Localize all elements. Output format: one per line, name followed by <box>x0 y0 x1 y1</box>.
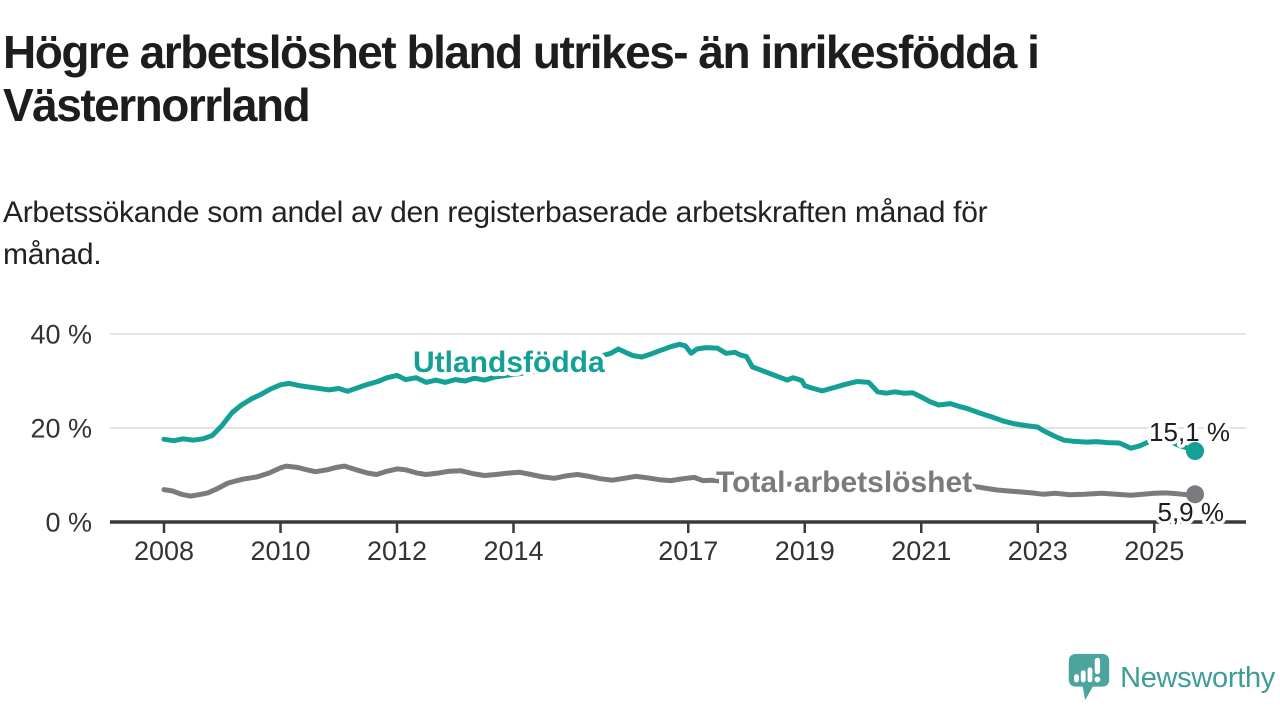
newsworthy-wordmark: Newsworthy <box>1120 661 1275 694</box>
y-tick-label: 40 % <box>30 320 92 350</box>
series-label-total: Total arbetslöshet <box>716 466 972 499</box>
y-tick-label: 20 % <box>30 414 92 444</box>
end-label-total: 5,9 % <box>1158 497 1225 527</box>
x-tick-label: 2025 <box>1124 536 1184 566</box>
chart-subtitle: Arbetssökande som andel av den registerb… <box>3 192 1253 276</box>
chart-title-line-2: Västernorrland <box>3 79 311 131</box>
x-tick-label: 2012 <box>367 536 427 566</box>
chart-title: Högre arbetslöshet bland utrikes- än inr… <box>3 26 1253 132</box>
end-label-utlandsfodda: 15,1 % <box>1149 417 1230 447</box>
series-line <box>161 463 1198 499</box>
chart-title-line-1: Högre arbetslöshet bland utrikes- än inr… <box>3 26 1040 78</box>
y-tick-label: 0 % <box>45 508 92 538</box>
chart-subtitle-line-2: månad. <box>3 238 102 271</box>
x-tick-label: 2010 <box>250 536 310 566</box>
series-line <box>161 341 1198 454</box>
x-tick-label: 2019 <box>775 536 835 566</box>
x-tick-label: 2014 <box>483 536 543 566</box>
chart-subtitle-line-1: Arbetssökande som andel av den registerb… <box>3 196 988 229</box>
x-tick-label: 2021 <box>891 536 951 566</box>
x-tick-label: 2017 <box>658 536 718 566</box>
newsworthy-logo: Newsworthy <box>1066 650 1275 706</box>
x-tick-label: 2023 <box>1008 536 1068 566</box>
series-end-dot <box>1186 485 1205 504</box>
newsworthy-bubble-chart-icon <box>1068 653 1110 701</box>
series-end-dot <box>1186 442 1205 461</box>
x-tick-label: 2008 <box>134 536 194 566</box>
series-label-utlandsfodda: Utlandsfödda <box>413 346 605 379</box>
